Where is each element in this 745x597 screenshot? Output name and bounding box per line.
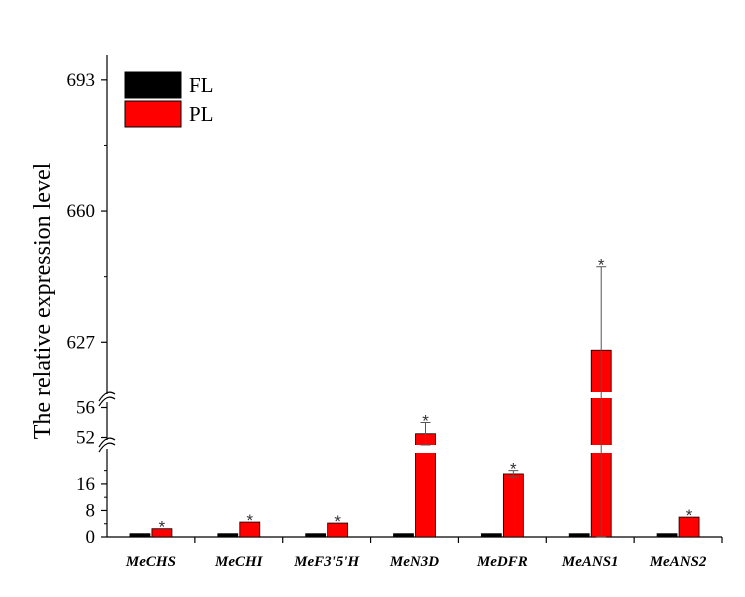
significance-star: * [159, 518, 166, 537]
legend-label-pl: PL [189, 102, 214, 126]
y-tick-label: 56 [76, 398, 95, 419]
significance-star: * [598, 256, 605, 275]
y-tick-label: 693 [67, 70, 96, 91]
category-label: MeN3D [389, 554, 439, 570]
y-axis-title: The relative expression level [30, 162, 56, 439]
y-tick-label: 16 [76, 474, 95, 495]
bar-pl [327, 522, 349, 538]
bar-pl [151, 528, 173, 538]
y-tick-label: 52 [76, 428, 95, 449]
bar-fl [217, 533, 239, 538]
bar-pl [502, 473, 524, 538]
bar-fl [480, 533, 502, 538]
category-label: MeANS2 [649, 554, 707, 570]
legend: FL PL [124, 71, 214, 128]
y-tick-label: 660 [67, 201, 96, 222]
bar-fl [568, 533, 590, 538]
labels: MeCHS * MeCHI * MeF3'5'H * MeN3D * MeDFR * MeANS1 *… [125, 256, 707, 570]
category-label: MeCHI [214, 554, 264, 570]
category-label: MeCHS [125, 554, 176, 570]
y-tick-label: 627 [67, 332, 96, 353]
significance-star: * [686, 506, 693, 525]
y-tick-label: 0 [86, 527, 96, 548]
category-label: MeF3'5'H [293, 554, 360, 570]
axis-break-mark [98, 391, 116, 402]
bar-fl [129, 533, 151, 538]
bar-fl [393, 533, 414, 538]
axes: 0 8 16 52 56 627 660 693 The relative expression… [30, 55, 723, 548]
axis-break-mark [98, 437, 116, 448]
bar-pl [239, 521, 261, 538]
y-tick-label: 8 [86, 500, 96, 521]
bars [129, 266, 700, 538]
significance-star: * [422, 412, 429, 431]
significance-star: * [510, 460, 517, 479]
axis-break-mark [98, 442, 116, 453]
significance-star: * [246, 511, 253, 530]
legend-swatch-pl [124, 100, 182, 128]
bar-fl [305, 533, 327, 538]
significance-star: * [334, 512, 341, 531]
legend-label-fl: FL [189, 73, 214, 97]
bar-fl [656, 533, 678, 538]
bar-break-gap [414, 445, 437, 453]
category-label: MeDFR [476, 554, 528, 570]
axis-break-mark [98, 396, 116, 407]
category-label: MeANS1 [561, 554, 619, 570]
legend-swatch-fl [124, 71, 182, 99]
bar-pl [678, 516, 700, 538]
